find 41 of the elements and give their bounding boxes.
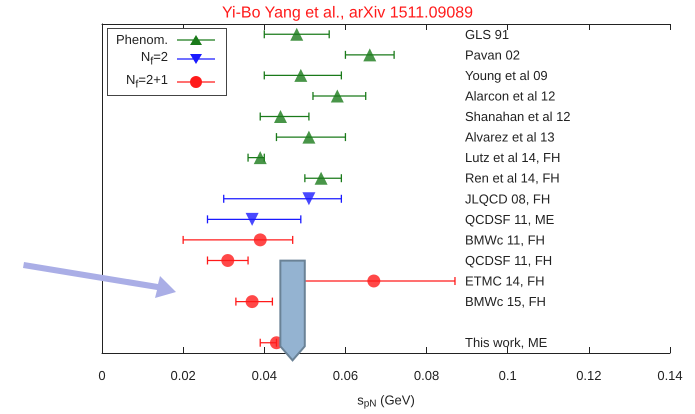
x-tick-label: 0.14 <box>657 368 683 383</box>
x-tick-label: 0.02 <box>170 368 196 383</box>
y-tick-label: Pavan 02 <box>465 47 520 62</box>
x-tick-label: 0.12 <box>576 368 602 383</box>
y-tick-label: JLQCD 08, FH <box>465 191 550 206</box>
y-tick-label: QCDSF 11, FH <box>465 252 552 268</box>
point <box>302 130 316 144</box>
y-tick-label: ETMC 14, FH <box>465 274 544 289</box>
legend-label: N$_{f}$=2 <box>140 48 168 70</box>
point <box>294 68 308 82</box>
y-tick-label: BMWc 15, FH <box>465 294 546 310</box>
point <box>367 274 380 288</box>
point <box>302 192 316 206</box>
point <box>254 233 267 246</box>
x-tick-label: 0.04 <box>252 368 277 383</box>
point <box>363 48 376 62</box>
y-tick-label: Young et al 09 <box>465 68 548 83</box>
y-tick-label: Lutz et al 14, FH <box>465 150 560 166</box>
point <box>290 28 304 41</box>
x-tick-label: 0 <box>98 368 106 383</box>
point <box>330 89 344 102</box>
point <box>254 151 267 164</box>
point <box>314 172 328 185</box>
point <box>221 254 234 267</box>
y-tick-label: Ren et al 14, FH <box>465 170 560 186</box>
y-tick-label: Alarcon et al 12 <box>465 88 556 104</box>
point <box>274 110 288 124</box>
x-tick-label: 0.06 <box>332 368 358 383</box>
point <box>246 295 259 308</box>
chart-title: Yi-Bo Yang et al., arXiv 1511.09089 <box>222 4 474 22</box>
y-tick-label: This work, ME <box>465 335 548 350</box>
point <box>246 212 259 226</box>
y-tick-label: BMWc 11, FH <box>465 232 545 248</box>
legend-label: N$_{f}$=2+1 <box>126 70 168 92</box>
y-tick-label: QCDSF 11, ME <box>465 212 555 227</box>
legend-label: Phenom. <box>116 31 168 48</box>
y-tick-label: Alvarez et al 13 <box>465 130 555 145</box>
x-tick-label: 0.08 <box>414 368 440 383</box>
y-tick-label: GLS 91 <box>465 26 510 42</box>
x-tick-label: 0.1 <box>498 368 517 383</box>
y-tick-label: Shanahan et al 12 <box>465 109 571 124</box>
